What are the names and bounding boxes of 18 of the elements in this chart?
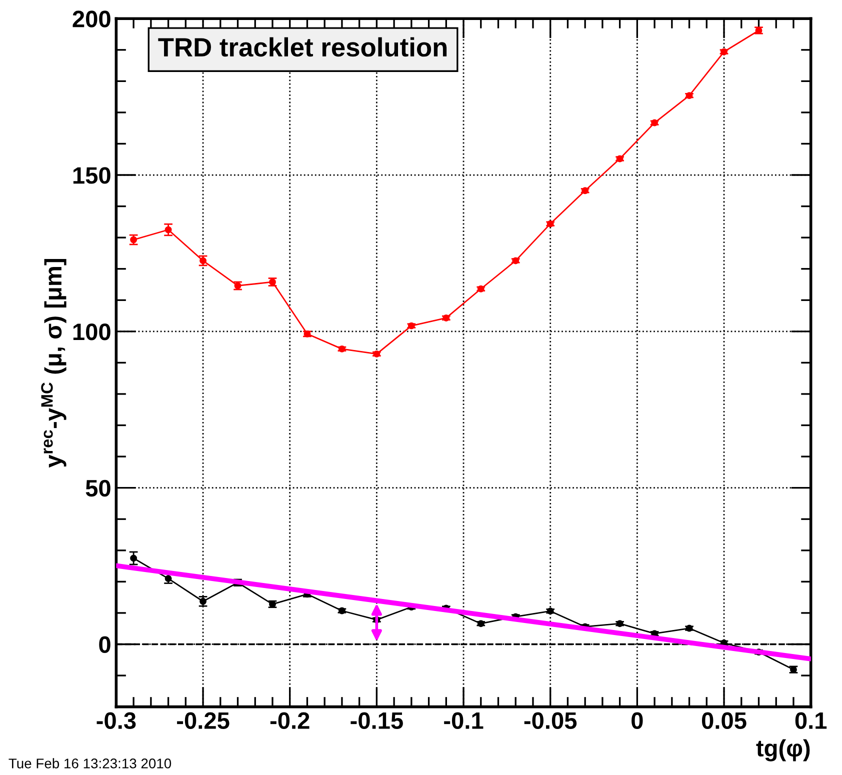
y-tick-label: 150 bbox=[73, 167, 110, 184]
text: TRD tracklet resolution bbox=[158, 37, 447, 57]
x-tick-label: 0.1 bbox=[795, 712, 827, 730]
text: Tue Feb 16 13:23:13 2010 bbox=[8, 758, 172, 768]
x-tick-label: -0.25 bbox=[177, 712, 230, 730]
x-tick-label: -0.15 bbox=[350, 712, 403, 730]
x-tick-label: 0 bbox=[632, 712, 643, 730]
y-tick-label: 200 bbox=[72, 10, 110, 28]
x-tick-label: -0.1 bbox=[444, 712, 484, 730]
y-axis-title: y$^{rec}$-y$^{MC}$ (μ, σ) [μm] bbox=[41, 259, 66, 468]
x-tick-label: -0.2 bbox=[270, 712, 310, 730]
y-tick-label: 0 bbox=[99, 636, 110, 654]
y-tick-label: 50 bbox=[86, 480, 110, 497]
y-tick-label: 100 bbox=[73, 323, 110, 340]
x-tick-label: -0.05 bbox=[524, 712, 577, 730]
x-tick-label: -0.3 bbox=[96, 712, 136, 730]
x-tick-label: 0.05 bbox=[702, 712, 746, 730]
x-axis-title: tg(φ) bbox=[756, 739, 810, 762]
